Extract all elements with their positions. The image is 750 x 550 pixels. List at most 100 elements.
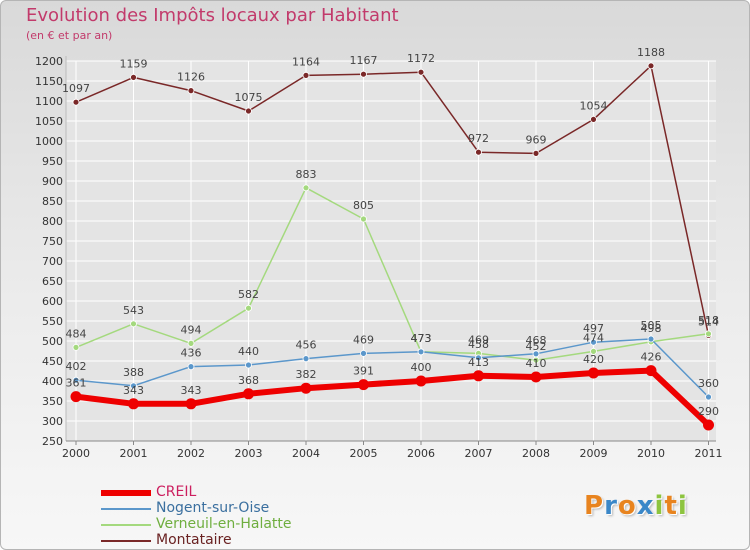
legend-item: Montataire	[101, 532, 361, 549]
series-point-0	[185, 398, 197, 410]
x-tick-label: 2000	[62, 447, 90, 460]
data-label-2: 469	[468, 333, 489, 346]
y-tick-label: 1000	[35, 135, 63, 148]
data-label-2: 473	[411, 332, 432, 345]
series-point-0	[70, 391, 82, 403]
brand-letter: o	[617, 491, 637, 521]
data-label-2: 452	[526, 340, 547, 353]
data-label-2: 805	[353, 199, 374, 212]
brand-letter: t	[664, 491, 678, 521]
data-label-0: 391	[353, 365, 374, 378]
data-label-1: 440	[238, 345, 259, 358]
chart-subtitle: (en € et par an)	[26, 29, 113, 42]
y-tick-label: 900	[42, 175, 63, 188]
data-label-1: 436	[181, 347, 202, 360]
data-label-1: 388	[123, 366, 144, 379]
y-tick-label: 1200	[35, 55, 63, 68]
series-point-3	[130, 74, 137, 81]
series-point-1	[705, 393, 712, 401]
series-point-3	[417, 68, 425, 76]
data-label-3: 1054	[580, 99, 608, 112]
data-label-0: 382	[296, 368, 317, 381]
data-label-2: 474	[583, 331, 604, 344]
series-point-0	[473, 370, 484, 382]
x-tick-label: 2004	[292, 447, 320, 460]
y-tick-label: 600	[42, 295, 63, 308]
series-point-1	[187, 363, 195, 371]
legend-swatch	[101, 508, 151, 510]
series-point-0	[645, 365, 657, 377]
data-label-2: 543	[123, 304, 144, 317]
series-point-1	[532, 350, 540, 358]
data-label-0: 420	[583, 353, 604, 366]
series-point-2	[72, 343, 80, 351]
x-tick-label: 2010	[637, 447, 665, 460]
series-point-3	[590, 116, 597, 123]
legend-label: Nogent-sur-Oise	[156, 500, 270, 516]
x-tick-label: 2005	[350, 447, 378, 460]
data-label-2: 883	[296, 168, 317, 181]
series-point-3	[647, 62, 655, 70]
data-label-1: 497	[583, 322, 604, 335]
y-tick-label: 950	[42, 155, 63, 168]
data-label-0: 410	[526, 357, 547, 370]
data-label-3: 1164	[292, 55, 320, 68]
series-point-1	[647, 335, 655, 343]
series-point-2	[130, 320, 137, 328]
y-tick-label: 500	[42, 335, 63, 348]
legend-swatch	[101, 540, 151, 542]
data-label-0: 413	[468, 356, 489, 369]
series-point-3	[302, 72, 310, 79]
data-label-3: 1097	[62, 82, 90, 95]
legend-swatch	[101, 524, 151, 526]
data-label-2: 498	[641, 322, 662, 335]
y-tick-label: 850	[42, 195, 63, 208]
series-point-2	[187, 339, 195, 347]
brand-letter: r	[604, 491, 618, 521]
series-point-0	[243, 388, 254, 400]
brand-letter: i	[654, 491, 665, 521]
data-label-3: 514	[698, 315, 719, 328]
data-label-3: 969	[526, 133, 547, 146]
series-point-2	[302, 184, 310, 192]
y-tick-label: 1150	[35, 75, 63, 88]
data-label-1: 469	[353, 333, 374, 346]
series-point-1	[130, 382, 137, 390]
y-tick-label: 300	[42, 415, 63, 428]
y-tick-label: 400	[42, 375, 63, 388]
brand-letter: i	[677, 491, 688, 521]
y-tick-label: 1050	[35, 115, 63, 128]
series-point-0	[588, 367, 599, 379]
y-tick-label: 700	[42, 255, 63, 268]
brand-letter: P	[584, 491, 605, 521]
y-tick-label: 750	[42, 235, 63, 248]
series-point-0	[703, 419, 714, 431]
series-point-3	[360, 70, 367, 78]
y-tick-label: 250	[42, 435, 63, 448]
series-point-1	[475, 354, 482, 362]
series-line-2	[75, 187, 709, 361]
series-line-0	[75, 367, 711, 428]
x-tick-label: 2011	[695, 447, 723, 460]
data-label-2: 582	[238, 288, 259, 301]
data-label-1: 505	[641, 319, 662, 332]
legend-label: Montataire	[156, 532, 232, 548]
series-point-3	[475, 148, 482, 156]
data-label-1: 360	[698, 377, 719, 390]
data-label-1: 473	[411, 332, 432, 345]
series-point-2	[532, 356, 540, 364]
data-label-3: 1172	[407, 52, 435, 65]
y-tick-label: 800	[42, 215, 63, 228]
x-tick-label: 2006	[407, 447, 435, 460]
data-label-0: 343	[123, 384, 144, 397]
x-tick-label: 2003	[235, 447, 263, 460]
series-point-3	[72, 98, 80, 106]
series-point-2	[705, 330, 712, 338]
y-tick-label: 450	[42, 355, 63, 368]
chart-title: Evolution des Impôts locaux par Habitant	[26, 5, 399, 26]
series-point-1	[360, 349, 367, 357]
data-label-0: 290	[698, 405, 719, 418]
legend-swatch	[101, 490, 151, 496]
